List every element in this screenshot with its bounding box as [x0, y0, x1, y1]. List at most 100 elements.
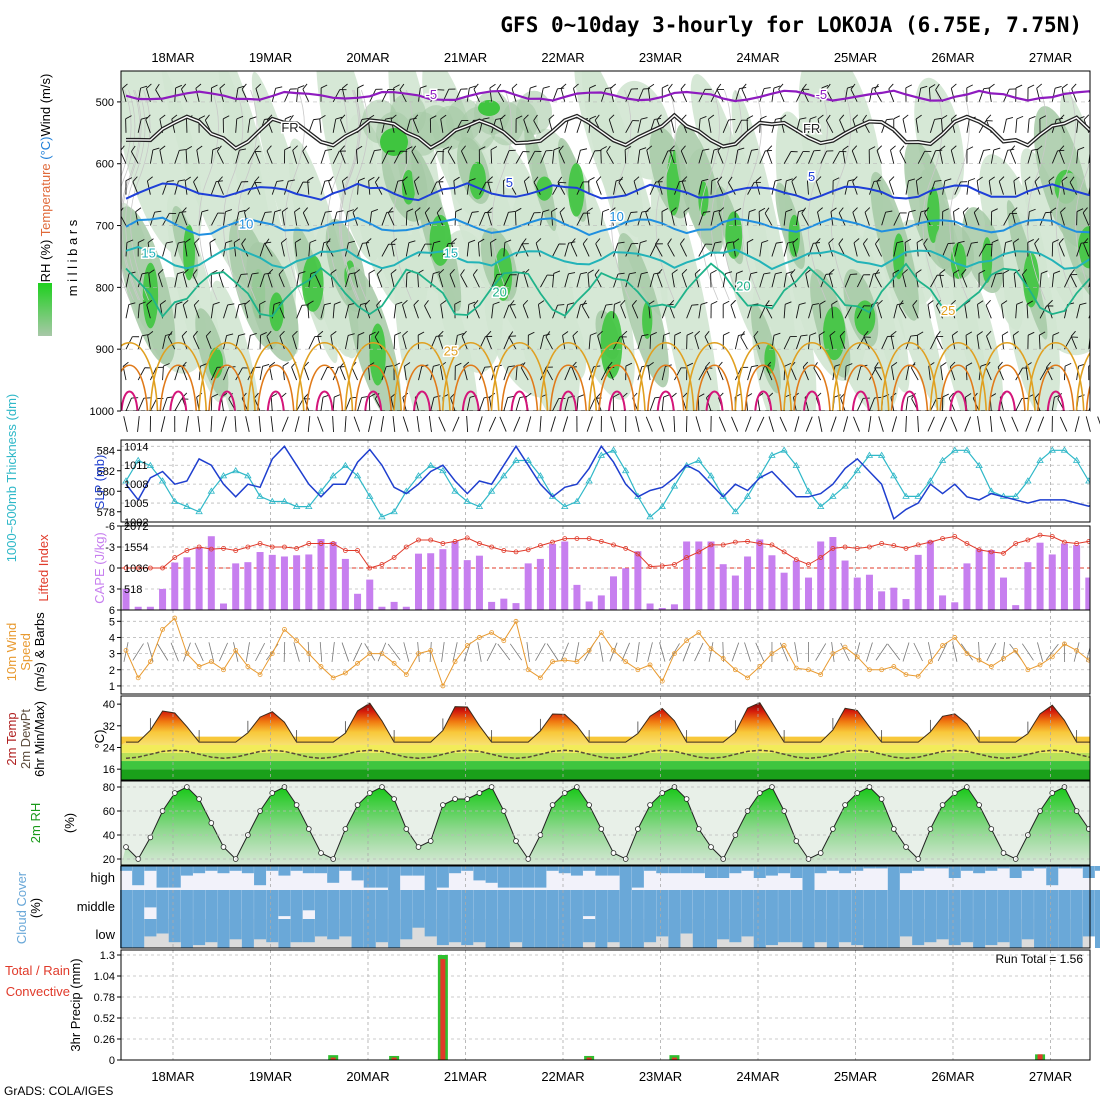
cape-bar [646, 603, 654, 610]
wind-barb-flag [490, 146, 498, 151]
wind-barb-staff [852, 181, 858, 195]
wind-barb-staff [181, 88, 188, 103]
cloud-bar [290, 919, 303, 943]
wind-barb [683, 207, 690, 226]
thickness-point [451, 487, 459, 494]
cape-bar [878, 591, 886, 610]
lifted-point [598, 539, 604, 544]
wind-barb-flag [764, 87, 771, 90]
lifted-point [562, 536, 568, 541]
wind-barb-staff [182, 304, 188, 319]
wind-barb-staff [576, 273, 581, 288]
wind-barb [357, 332, 365, 350]
wind-speed-point [1037, 662, 1043, 668]
wind-barb-flag [751, 148, 759, 151]
wind-barb [430, 240, 441, 257]
wind-barb-staff [267, 273, 273, 288]
wind-speed-point [123, 647, 129, 653]
wind-barb [430, 271, 440, 288]
wind-barb-staff [625, 273, 630, 288]
wind-barb-staff [853, 242, 858, 257]
wind-barb-staff [539, 367, 547, 381]
wind-barb-staff [978, 244, 987, 257]
wind-barb-staff [795, 89, 803, 103]
wind-barb [320, 302, 332, 319]
temp-contour [656, 390, 675, 411]
wind-barb-flag [1024, 176, 1031, 182]
wind-barb [852, 176, 858, 195]
wind-barb-staff [125, 242, 128, 257]
wind-barb [486, 642, 497, 662]
wind-barb [801, 207, 809, 226]
rh-shade-core [725, 211, 743, 259]
wind-barb-staff [588, 87, 591, 102]
lifted-point [282, 544, 287, 550]
wind-barb [805, 269, 812, 288]
wind-barb-flag [988, 83, 995, 89]
wind-barb-staff [1003, 213, 1011, 226]
wind-barb-flag [754, 181, 761, 183]
wind-barb [977, 416, 981, 432]
wind-barb-staff [1058, 243, 1065, 257]
y-tick-label-right: 1005 [124, 498, 148, 510]
wind-barb [820, 85, 829, 102]
wind-barb-staff [181, 335, 188, 350]
wind-barb-flag [950, 299, 956, 306]
wind-barb-flag [631, 88, 639, 90]
wind-barb-flag [402, 299, 408, 306]
wind-barb-flag [520, 362, 526, 369]
wind-barb-staff [621, 642, 630, 662]
wind-barb-staff [710, 149, 715, 164]
wind-barb-staff [430, 397, 435, 411]
wind-speed-point [355, 660, 360, 666]
wind-barb-staff [950, 416, 958, 432]
wind-barb-flag [848, 178, 855, 182]
y-tick-label: 20 [103, 854, 115, 866]
date-label: 27MAR [1029, 1069, 1072, 1084]
wind-barb-staff [208, 642, 215, 662]
wind-barb [181, 330, 188, 350]
wind-barb-flag [915, 114, 922, 120]
lifted-point [915, 542, 921, 548]
wind-barb [862, 238, 870, 257]
wind-barb-flag [1090, 147, 1096, 151]
wind-barb-flag [1059, 145, 1065, 151]
wind-barb-staff [576, 119, 582, 133]
cloud-bar [595, 919, 608, 948]
cloud-bar [1046, 866, 1059, 886]
wind-barb [162, 363, 170, 381]
wind-barb [466, 239, 476, 257]
thickness-point [792, 461, 801, 469]
wind-barb-flag [694, 330, 701, 337]
thickness-point [183, 502, 191, 510]
wind-barb-staff [219, 642, 228, 662]
wind-barb [552, 182, 567, 195]
contour-label: -5 [816, 87, 828, 102]
wind-barb [779, 416, 787, 432]
wind-barb-staff [905, 366, 910, 381]
wind-barb-staff [205, 335, 212, 350]
wind-barb-flag [241, 181, 249, 183]
lifted-point [952, 534, 958, 539]
rh-shade-core [926, 186, 940, 243]
rh-point [403, 826, 410, 832]
wind-barb-flag [294, 238, 302, 243]
cloud-bar [790, 890, 803, 919]
cloud-bar [960, 866, 973, 871]
temp-line [126, 702, 1090, 743]
wind-barb-flag [340, 114, 346, 121]
cloud-bar [436, 919, 449, 946]
wind-barb-staff [344, 273, 350, 288]
wind-barb-flag [411, 145, 417, 152]
wind-barb-flag [624, 146, 632, 151]
axis-title-line: Speed [18, 633, 33, 671]
wind-barb-staff [125, 397, 132, 411]
cloud-bar [436, 890, 449, 919]
wind-barb-staff [1051, 150, 1058, 164]
wind-barb-staff [783, 336, 791, 350]
rh-contour [1026, 89, 1048, 301]
wind-barb [661, 394, 670, 411]
wind-barb-flag [1036, 145, 1043, 151]
wind-barb [893, 240, 904, 257]
